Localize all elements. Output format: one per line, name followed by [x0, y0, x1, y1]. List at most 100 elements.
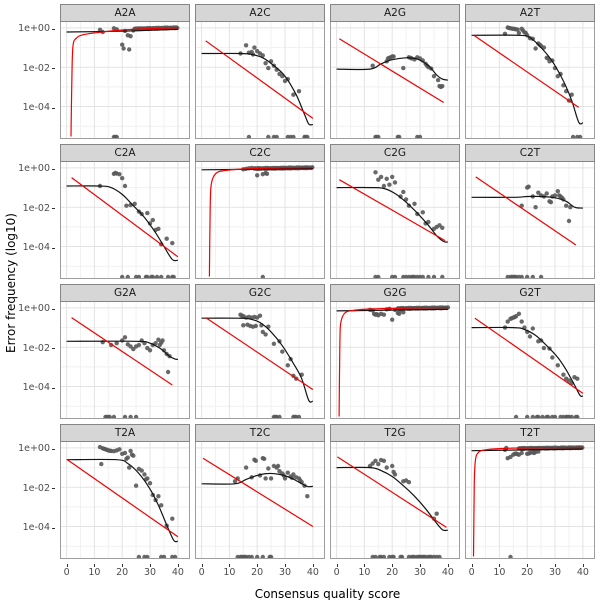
x-tick-label: 0 — [468, 567, 475, 578]
x-axis: 0 10 20 30 40 — [60, 564, 190, 580]
x-tick-label: 10 — [88, 567, 101, 578]
smooth-line — [471, 34, 584, 125]
y-axis-gutter: 1e+00 1e-02 1e-04 — [3, 4, 55, 139]
x-axis: 0 10 20 30 40 — [465, 564, 595, 580]
x-tick-label: 10 — [493, 567, 506, 578]
x-tick-mark — [177, 564, 179, 567]
facet-grid: 1e+00 1e-02 1e-04 A2A A2C A2G A2T 1e+00 1e-02 1e-… — [3, 4, 595, 600]
panel-plot-C2T — [465, 162, 595, 279]
x-tick-mark — [150, 564, 151, 567]
x-tick-mark — [312, 564, 314, 567]
panel-plot-A2C — [195, 22, 325, 139]
y-tick-label: 1e-04 — [22, 382, 50, 393]
x-tick-mark — [471, 564, 473, 567]
x-tick-label: 20 — [116, 567, 129, 578]
x-tick-label: 20 — [251, 567, 264, 578]
y-tick-mark — [52, 488, 55, 490]
y-tick-label: 1e-04 — [22, 522, 50, 533]
facet-G2A: G2A — [60, 284, 190, 419]
panel-plot-T2A — [60, 442, 190, 559]
y-tick-label: 1e+00 — [18, 443, 50, 455]
smooth-line — [66, 28, 178, 33]
reference-line — [474, 317, 584, 394]
x-tick-mark — [94, 564, 96, 567]
facet-C2G: C2G — [330, 144, 460, 279]
facet-strip-G2T: G2T — [465, 284, 595, 302]
panel-plot-C2A — [60, 162, 190, 279]
x-tick-label: 20 — [386, 567, 399, 578]
facet-strip-T2T: T2T — [465, 424, 595, 442]
facet-label: T2C — [249, 427, 271, 439]
reference-line — [337, 456, 447, 528]
reference-line — [202, 457, 314, 528]
facet-strip-G2G: G2G — [330, 284, 460, 302]
facet-label: A2A — [114, 7, 136, 19]
x-tick-mark — [582, 564, 584, 567]
facet-G2G: G2G — [330, 284, 460, 419]
facet-label: G2A — [114, 287, 136, 299]
facet-strip-C2C: C2C — [195, 144, 325, 162]
x-tick-label: 30 — [278, 567, 292, 578]
facet-strip-T2C: T2C — [195, 424, 325, 442]
y-tick-label: 1e-02 — [22, 342, 50, 354]
y-tick-mark — [52, 247, 55, 249]
y-tick-label: 1e+00 — [18, 23, 50, 35]
panel-plot-T2G — [330, 442, 460, 559]
facet-strip-A2G: A2G — [330, 4, 460, 22]
x-tick-label: 20 — [521, 567, 534, 578]
panel-plot-T2T — [465, 442, 595, 559]
x-tick-label: 40 — [441, 567, 454, 578]
x-axis: 0 10 20 30 40 — [195, 564, 325, 580]
y-tick-mark — [52, 387, 55, 389]
y-tick-mark — [52, 308, 55, 310]
smooth-line — [201, 52, 313, 126]
facet-strip-T2A: T2A — [60, 424, 190, 442]
facet-strip-C2A: C2A — [60, 144, 190, 162]
panel-plot-A2A — [60, 22, 190, 139]
facet-label: C2A — [114, 147, 136, 159]
x-tick-label: 30 — [143, 567, 157, 578]
reference-line — [71, 317, 173, 386]
facet-label: T2A — [114, 427, 136, 439]
facet-label: C2G — [383, 147, 407, 159]
facet-T2G: T2G — [330, 424, 460, 559]
reference-line — [338, 307, 448, 417]
smooth-line — [336, 186, 448, 243]
facet-A2T: A2T — [465, 4, 595, 139]
x-tick-mark — [555, 564, 556, 567]
y-tick-label: 1e-04 — [22, 102, 50, 113]
reference-line — [473, 34, 580, 108]
y-tick-label: 1e+00 — [18, 163, 50, 175]
smooth-line — [336, 466, 448, 532]
y-tick-mark — [52, 208, 55, 210]
panel-plot-A2T — [465, 22, 595, 139]
x-tick-label: 30 — [413, 567, 427, 578]
smooth-line — [471, 448, 583, 452]
reference-line — [339, 179, 446, 242]
panel-plot-A2G — [330, 22, 460, 139]
x-tick-mark — [392, 564, 394, 567]
x-tick-mark — [336, 564, 338, 567]
y-tick-mark — [52, 448, 55, 450]
x-tick-label: 0 — [333, 567, 340, 578]
facet-label: T2G — [384, 427, 406, 439]
x-tick-mark — [285, 564, 286, 567]
facet-T2C: T2C — [195, 424, 325, 559]
reference-line — [71, 177, 179, 258]
facet-label: C2C — [249, 147, 271, 159]
reference-line — [208, 167, 313, 277]
facet-label: G2G — [383, 287, 407, 299]
x-tick-mark — [229, 564, 231, 567]
x-tick-label: 10 — [223, 567, 236, 578]
facet-G2C: G2C — [195, 284, 325, 419]
smooth-line — [471, 195, 583, 209]
smooth-line — [201, 317, 314, 403]
y-tick-mark — [52, 107, 55, 109]
x-tick-mark — [499, 564, 501, 567]
reference-line — [338, 38, 445, 104]
panel-plot-T2C — [195, 442, 325, 559]
y-tick-mark — [52, 527, 55, 529]
reference-line — [472, 446, 583, 557]
x-tick-mark — [201, 564, 203, 567]
